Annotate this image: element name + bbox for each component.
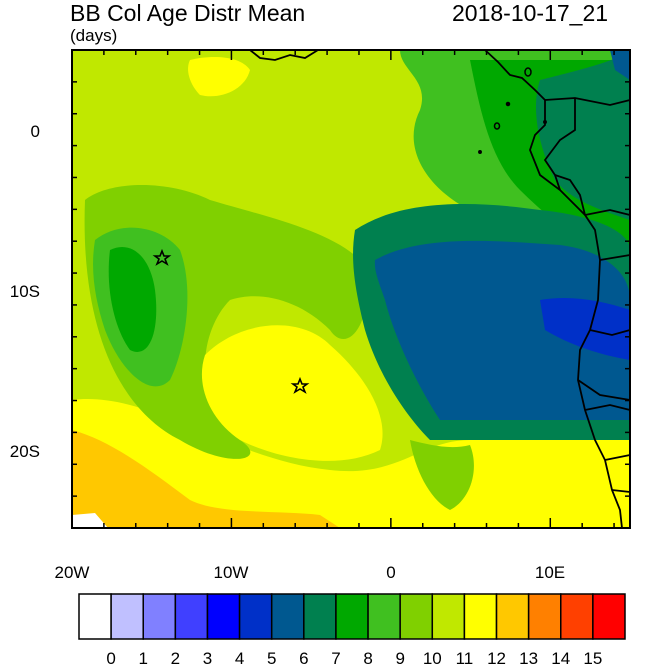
colorbar-cell: [431, 593, 466, 640]
colorbar-cell: [206, 593, 241, 640]
colorbar-label: 12: [487, 649, 506, 667]
markers: [152, 248, 310, 394]
colorbar-label: 7: [331, 649, 340, 667]
units-label: (days): [70, 26, 118, 45]
colorbar-cell: [399, 593, 434, 640]
colorbar-label: 4: [235, 649, 244, 667]
colorbar-label: 11: [456, 649, 474, 667]
colorbar-cell: [142, 593, 177, 640]
colorbar-cell: [270, 593, 305, 640]
colorbar-label: 3: [203, 649, 212, 667]
y-tick-label: 10S: [10, 282, 40, 301]
coastline: [249, 49, 631, 529]
star-marker-center: [290, 376, 310, 394]
colorbar-labels: 0 1 2 3 4 5 6 7 8 9 10 11 12 13 14 15: [106, 649, 602, 667]
colorbar-cell: [527, 593, 562, 640]
colorbar-label: 13: [519, 649, 538, 667]
colorbar-cell: [335, 593, 369, 640]
colorbar-cell: [367, 593, 401, 640]
colorbar: [78, 593, 626, 640]
x-tick-label: 20W: [55, 563, 90, 582]
map-frame: [71, 49, 631, 529]
colorbar-cell: [560, 593, 594, 640]
islands: [478, 67, 547, 154]
colorbar-cell: [110, 593, 144, 640]
star-marker-west: [152, 248, 172, 266]
colorbar-label: 1: [139, 649, 148, 667]
x-tick-label: 10E: [535, 563, 565, 582]
y-tick-label: 20S: [10, 442, 40, 461]
colorbar-cell: [592, 593, 626, 640]
x-tick-labels: 20W 10W 0 10E: [55, 563, 566, 582]
colorbar-cell: [238, 593, 273, 640]
colorbar-label: 0: [106, 649, 115, 667]
colorbar-cell: [78, 593, 112, 640]
map-title: BB Col Age Distr Mean: [70, 0, 306, 26]
x-tick-label: 10W: [214, 563, 249, 582]
colorbar-label: 6: [299, 649, 308, 667]
colorbar-label: 10: [423, 649, 442, 667]
colorbar-cell: [303, 593, 337, 640]
colorbar-label: 8: [363, 649, 372, 667]
y-tick-labels: 0 10S 20S: [10, 122, 40, 461]
colorbar-label: 2: [171, 649, 180, 667]
colorbar-label: 5: [267, 649, 276, 667]
map-field: [72, 50, 630, 528]
colorbar-label: 15: [583, 649, 602, 667]
colorbar-label: 14: [551, 649, 570, 667]
y-tick-label: 0: [31, 122, 40, 141]
colorbar-cell: [174, 593, 209, 640]
colorbar-cell: [463, 593, 498, 640]
x-tick-label: 0: [386, 563, 395, 582]
datetime-label: 2018-10-17_21: [452, 0, 609, 26]
axis-ticks: [71, 49, 630, 529]
colorbar-cell: [495, 593, 530, 640]
colorbar-label: 9: [395, 649, 404, 667]
